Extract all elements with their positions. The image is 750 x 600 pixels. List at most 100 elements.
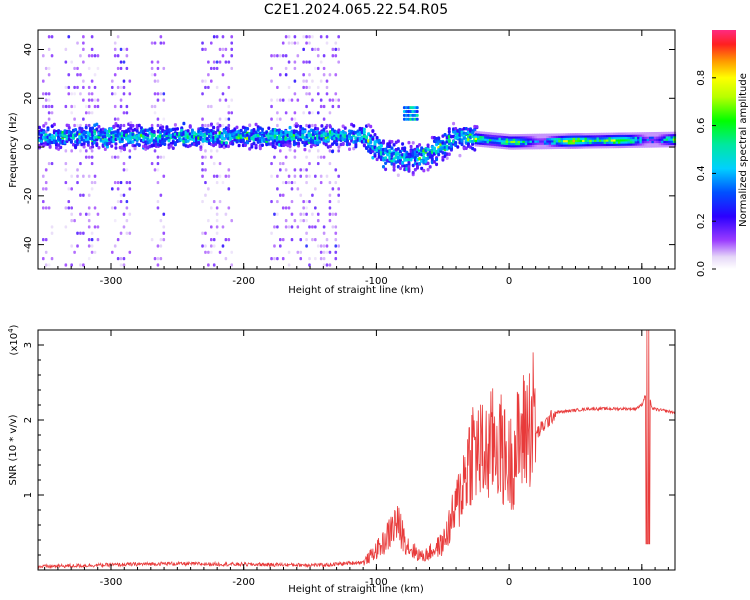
spectrogram-band-cell <box>248 123 252 128</box>
spectrogram-band-cell <box>220 134 224 138</box>
spectrogram-band-cell <box>426 161 430 166</box>
spectrogram-band-cell <box>133 146 137 151</box>
spectrogram-noise-cell <box>293 60 297 64</box>
snr-scale-label: (x104) <box>7 324 20 355</box>
spectrogram-noise-cell <box>153 104 157 109</box>
spectrogram-noise-cell <box>64 149 68 153</box>
spectrogram-noise-cell <box>44 104 48 109</box>
spectrogram-band-cell <box>82 142 86 146</box>
spectrogram-band-cell <box>524 136 528 139</box>
spectrogram-noise-cell <box>224 238 228 242</box>
spectrogram-noise-cell <box>128 231 132 235</box>
spectrogram-band-cell <box>615 139 619 142</box>
spectrogram-noise-cell <box>90 149 94 153</box>
spectrogram-band-cell <box>110 144 114 148</box>
spectrogram-band-cell <box>491 136 495 140</box>
spectrogram-band-cell <box>396 147 400 151</box>
spectrogram-band-cell <box>415 164 419 168</box>
spectrogram-band-cell <box>519 133 524 137</box>
spectrogram-noise-cell <box>293 180 297 185</box>
spectrogram-band-cell <box>267 126 271 130</box>
spectrogram-band-cell <box>546 135 550 139</box>
spectrogram-noise-cell <box>319 180 323 185</box>
spectrogram-band-cell <box>582 141 586 145</box>
spectrogram-noise-cell <box>302 206 305 210</box>
spectrogram-band-cell <box>603 145 607 149</box>
spectrogram-band-cell <box>493 137 497 140</box>
spectrogram-band-cell <box>577 146 581 149</box>
spectrogram-noise-cell <box>156 206 160 210</box>
spectrogram-band-cell <box>519 144 524 148</box>
spectrogram-noise-cell <box>299 238 303 242</box>
spectrogram-band-cell <box>579 139 583 143</box>
spectrogram-noise-cell <box>125 168 129 172</box>
spectrogram-band-cell <box>488 145 493 148</box>
spectrogram-band-cell <box>328 144 332 149</box>
spectrogram-band-cell <box>337 128 341 132</box>
spectrogram-noise-cell <box>119 85 123 90</box>
spectrogram-band-cell <box>527 142 531 146</box>
spectrogram-band-cell <box>294 124 298 129</box>
spectrogram-noise-cell <box>70 187 73 191</box>
colorbar-tick-label: 0.4 <box>696 165 707 181</box>
spectrogram-band-cell <box>531 133 536 137</box>
spectrogram-noise-cell <box>215 66 219 71</box>
spectrogram-band-cell <box>324 142 328 147</box>
spectrogram-band-cell <box>473 148 477 152</box>
spectrogram-band-cell <box>574 141 579 145</box>
spectrogram-band-cell <box>577 133 581 136</box>
spectrogram-noise-cell <box>87 98 91 102</box>
spectrogram-band-cell <box>474 144 478 147</box>
spectrogram-band-cell <box>648 136 653 139</box>
spectrogram-noise-cell <box>281 41 285 45</box>
spectrogram-band-cell <box>651 140 655 144</box>
spectrogram-band-cell <box>603 143 607 147</box>
spectrogram-noise-cell <box>70 212 73 216</box>
spectrogram-band-cell <box>527 144 531 148</box>
spectrogram-noise-cell <box>270 104 273 109</box>
spectrogram-band-cell <box>522 147 526 150</box>
spectrogram-noise-cell <box>47 66 51 71</box>
spectrogram-band-cell <box>46 127 50 132</box>
spectrogram-band-cell <box>560 133 564 136</box>
spectrogram-noise-cell <box>322 66 326 71</box>
spectrogram-noise-cell <box>125 111 129 115</box>
spectrogram-noise-cell <box>212 244 216 248</box>
spectrogram-band-cell <box>491 141 495 144</box>
spectrogram-band-cell <box>531 144 536 148</box>
spectrogram-band-cell <box>437 136 441 140</box>
spectrogram-band-cell <box>617 136 622 140</box>
spectrogram-noise-cell <box>119 199 123 204</box>
spectrogram-noise-cell <box>209 155 213 159</box>
spectrogram-y-tick-label: -40 <box>23 236 34 252</box>
spectrogram-noise-cell <box>90 35 94 39</box>
spectrogram-noise-cell <box>44 180 48 185</box>
spectrogram-noise-cell <box>287 263 291 267</box>
spectrogram-noise-cell <box>337 244 340 248</box>
spectrogram-band-cell <box>574 137 579 140</box>
spectrogram-cells <box>38 35 677 267</box>
spectrogram-band-cell <box>498 144 502 147</box>
spectrogram-band-cell <box>543 146 548 150</box>
spectrogram-band-cell <box>114 142 118 146</box>
spectrogram-band-cell <box>510 142 514 146</box>
spectrogram-band-cell <box>515 134 519 137</box>
spectrogram-band-cell <box>672 131 677 135</box>
spectrogram-noise-cell <box>201 161 204 166</box>
spectrogram-noise-cell <box>96 66 100 71</box>
spectrogram-noise-cell <box>113 41 117 45</box>
spectrogram-noise-cell <box>215 174 219 178</box>
spectrogram-noise-cell <box>156 117 160 121</box>
spectrogram-noise-cell <box>50 161 54 166</box>
spectrogram-band-cell <box>103 147 107 152</box>
spectrogram-noise-cell <box>67 35 71 39</box>
spectrogram-band-cell <box>59 145 63 150</box>
spectrogram-noise-cell <box>87 174 91 178</box>
spectrogram-band-cell <box>481 138 485 141</box>
spectrogram-band-cell <box>570 144 574 147</box>
spectrogram-noise-cell <box>150 73 154 77</box>
spectrogram-band-cell <box>663 142 667 146</box>
spectrogram-band-cell <box>512 138 517 141</box>
spectrogram-noise-cell <box>70 149 73 153</box>
spectrogram-noise-cell <box>334 41 338 45</box>
